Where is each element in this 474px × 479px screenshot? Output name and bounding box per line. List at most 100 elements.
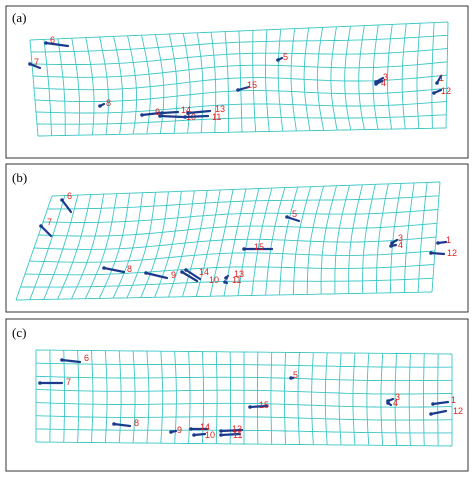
grid-line xyxy=(132,350,136,443)
vector xyxy=(140,111,162,117)
grid-line xyxy=(209,189,234,297)
grid-line xyxy=(196,32,204,133)
point-label: 11 xyxy=(212,112,221,122)
point-label: 9 xyxy=(155,107,160,117)
vector-origin xyxy=(140,113,144,117)
grid-line xyxy=(283,352,287,445)
grid-line xyxy=(63,350,65,443)
grid-line xyxy=(338,352,342,445)
grid-line xyxy=(292,186,312,295)
point-label: 12 xyxy=(447,248,457,258)
grid-line xyxy=(251,187,273,296)
grid-line xyxy=(224,31,229,133)
grid-line xyxy=(154,34,165,134)
grid-line xyxy=(238,30,243,133)
vector-origin xyxy=(98,104,102,108)
vector-origin xyxy=(219,433,223,437)
point-label: 5 xyxy=(283,52,288,62)
vector-origin xyxy=(186,111,190,115)
point-label: 3 xyxy=(395,392,400,402)
grid-line xyxy=(324,352,328,445)
grid-line xyxy=(29,195,66,300)
grid-line xyxy=(277,29,284,132)
point-label: 3 xyxy=(398,233,403,243)
vector-origin xyxy=(112,422,116,426)
point-label: 7 xyxy=(47,217,52,227)
vector xyxy=(158,114,185,119)
grid-line xyxy=(113,36,124,135)
panel-frame xyxy=(5,163,469,313)
grid-line xyxy=(71,194,105,300)
vector-origin xyxy=(435,81,439,85)
vector-origin xyxy=(242,247,246,251)
vector xyxy=(186,109,212,115)
point-label: 8 xyxy=(106,98,111,108)
point-label: 14 xyxy=(181,105,191,115)
grid-line xyxy=(43,194,79,300)
grid-line xyxy=(372,24,379,130)
grid-line xyxy=(431,22,435,129)
vector xyxy=(39,224,53,238)
point-label: 13 xyxy=(234,269,244,279)
point-label: 3 xyxy=(383,72,388,82)
grid-line xyxy=(417,182,428,293)
point-label: 5 xyxy=(293,370,298,380)
vector-origin xyxy=(289,376,293,380)
grid-line xyxy=(252,30,257,132)
grid-line xyxy=(265,187,286,296)
grid-line xyxy=(265,29,270,132)
grid-line xyxy=(362,184,376,294)
vector-origin xyxy=(44,41,48,45)
vector xyxy=(192,432,207,437)
grid-line xyxy=(29,39,39,137)
grid-line xyxy=(394,353,397,446)
vector-origin xyxy=(390,241,394,245)
grid-line xyxy=(104,350,108,443)
grid-line xyxy=(146,351,150,444)
grids xyxy=(15,21,453,447)
point-label: 4 xyxy=(381,78,386,88)
grid-line xyxy=(311,352,314,445)
vector-origin xyxy=(180,270,184,274)
point-label: 15 xyxy=(247,80,257,90)
grid-line xyxy=(401,23,407,129)
grid-line xyxy=(118,350,122,443)
point-label: 13 xyxy=(215,104,225,114)
panel-label: (a) xyxy=(12,10,26,25)
grid-line xyxy=(389,183,402,293)
vector xyxy=(44,41,70,48)
vector xyxy=(144,271,169,280)
vector xyxy=(183,114,210,119)
vector xyxy=(180,270,199,283)
grid-line xyxy=(43,39,53,136)
vector-origin xyxy=(169,430,173,434)
vector-origin xyxy=(158,114,162,118)
grid-line xyxy=(290,28,297,131)
vector xyxy=(112,422,132,428)
vector xyxy=(236,85,251,92)
point-label: 8 xyxy=(127,264,132,274)
grid-line xyxy=(181,190,208,297)
vector-origin xyxy=(236,88,240,92)
point-label: 9 xyxy=(171,270,176,280)
point-label: 9 xyxy=(177,425,182,435)
grid-line xyxy=(387,24,393,130)
vector xyxy=(219,432,242,437)
vector-origin xyxy=(60,198,64,202)
vector xyxy=(60,358,82,364)
grid-line xyxy=(352,353,356,446)
grid-line xyxy=(316,27,325,131)
grid-line xyxy=(366,353,370,446)
point-label: 14 xyxy=(199,267,209,277)
point-label: 4 xyxy=(393,398,398,408)
vector-origin xyxy=(189,427,193,431)
grid-line xyxy=(42,209,439,223)
grid-line xyxy=(215,351,218,444)
grid-line xyxy=(344,26,352,130)
grid-line xyxy=(376,183,389,294)
grid-line xyxy=(85,37,95,135)
grid-line xyxy=(57,194,92,300)
grid-line xyxy=(140,191,169,298)
point-label: 12 xyxy=(441,86,451,96)
